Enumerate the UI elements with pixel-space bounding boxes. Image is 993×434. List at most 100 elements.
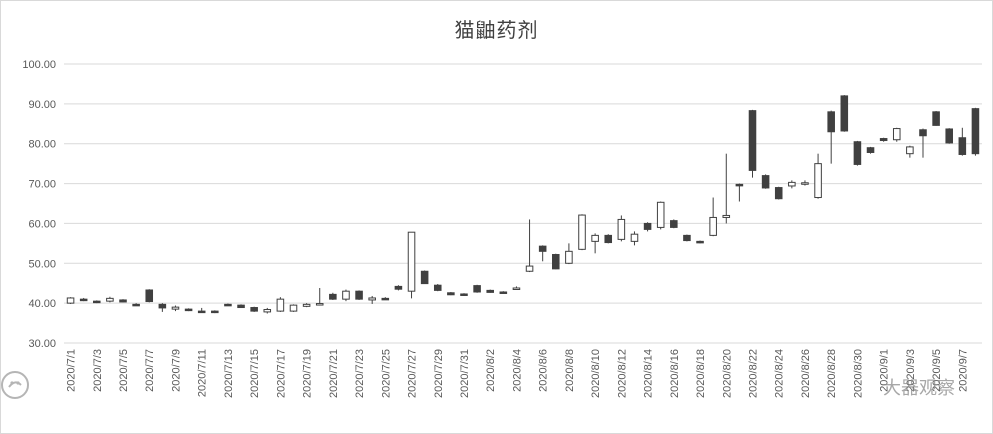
candle-body-down <box>552 254 560 270</box>
candle-body-down <box>145 289 154 303</box>
x-tick-label: 2020/8/30 <box>852 349 864 398</box>
x-tick-label: 2020/8/10 <box>590 349 602 398</box>
candle-body-down <box>158 303 167 309</box>
candle-body-down <box>184 308 193 312</box>
x-tick-label: 2020/7/3 <box>92 349 104 392</box>
candle-body-down <box>866 147 875 153</box>
x-tick-label: 2020/7/21 <box>328 349 340 398</box>
x-tick-label: 2020/7/13 <box>223 349 235 398</box>
x-tick-label: 2020/8/18 <box>695 349 707 398</box>
candle-body-down <box>499 291 508 294</box>
x-tick-label: 2020/8/12 <box>616 349 628 398</box>
x-tick-label: 2020/8/8 <box>564 349 576 392</box>
candle-body-down <box>329 293 337 300</box>
x-tick-label: 2020/9/7 <box>957 349 969 392</box>
candle-body-up <box>892 128 901 141</box>
candle-body-up <box>525 265 534 272</box>
x-tick-label: 2020/7/27 <box>407 349 419 398</box>
candle-body-down <box>381 297 390 301</box>
y-tick-label: 90.00 <box>28 99 56 111</box>
y-tick-label: 30.00 <box>28 338 56 350</box>
x-tick-label: 2020/7/9 <box>170 349 182 392</box>
candle-body-up <box>276 298 285 312</box>
candle-body-down <box>538 245 547 252</box>
x-tick-label: 2020/7/11 <box>197 349 209 397</box>
candle-body-down <box>604 234 613 244</box>
candle-body-down <box>211 310 219 314</box>
candle-body-down <box>420 270 429 285</box>
candle-body-up <box>512 287 521 290</box>
candle-body-up <box>171 306 180 310</box>
candle-body-down <box>853 141 862 165</box>
candle-body-down <box>355 290 363 300</box>
x-tick-label: 2020/7/31 <box>459 349 471 398</box>
candle-body-down <box>433 284 442 291</box>
candle-body-up <box>656 201 665 228</box>
y-tick-label: 40.00 <box>28 298 56 310</box>
x-tick-label: 2020/9/3 <box>905 349 917 392</box>
candle-body-up <box>66 297 75 304</box>
y-tick-label: 70.00 <box>28 179 56 191</box>
x-tick-label: 2020/7/19 <box>302 349 314 398</box>
x-tick-label: 2020/8/24 <box>774 349 786 398</box>
candle-body-down <box>394 285 403 290</box>
candle-body-up <box>289 304 298 312</box>
candle-body-down <box>447 292 455 296</box>
candle-body-down <box>197 310 206 314</box>
candle-body-up <box>788 181 796 187</box>
candle-body-down <box>945 128 953 144</box>
x-tick-label: 2020/8/14 <box>643 349 655 398</box>
x-tick-label: 2020/7/17 <box>275 349 287 398</box>
x-tick-label: 2020/8/22 <box>748 349 760 398</box>
candle-body-down <box>486 289 494 293</box>
x-tick-label: 2020/7/25 <box>380 349 392 398</box>
candle-body-down <box>919 129 927 137</box>
x-tick-label: 2020/9/5 <box>931 349 943 392</box>
candle-body-down <box>827 111 835 133</box>
x-tick-label: 2020/7/1 <box>66 349 78 392</box>
x-tick-label: 2020/8/26 <box>800 349 812 398</box>
x-tick-label: 2020/8/2 <box>485 349 497 392</box>
candle-body-up <box>368 297 376 301</box>
candle-body-up <box>709 216 717 236</box>
y-tick-label: 100.00 <box>22 59 56 71</box>
x-tick-label: 2020/7/29 <box>433 349 445 398</box>
candle-body-up <box>801 182 809 185</box>
candle-body-down <box>93 300 101 304</box>
candle-body-down <box>761 175 770 189</box>
x-tick-label: 2020/9/1 <box>879 349 891 392</box>
candle-body-down <box>683 234 691 242</box>
candle-body-up <box>407 231 416 292</box>
candle-body-down <box>250 307 258 312</box>
candle-body-down <box>670 220 678 228</box>
candle-body-up <box>106 297 114 302</box>
x-tick-label: 2020/8/16 <box>669 349 681 398</box>
candle-body-up <box>906 146 914 155</box>
candle-body-down <box>224 303 232 307</box>
candle-body-down <box>748 110 757 171</box>
candle-body-up <box>722 214 731 218</box>
candle-body-down <box>79 298 88 302</box>
y-tick-label: 80.00 <box>28 139 56 151</box>
candle-body-down <box>132 303 140 307</box>
candle-body-down <box>460 293 468 296</box>
candle-body-down <box>840 95 849 132</box>
candle-body-down <box>696 240 704 244</box>
x-tick-label: 2020/8/4 <box>511 349 523 392</box>
candle-body-down <box>971 108 980 155</box>
wechat-logo-icon <box>1 371 29 399</box>
candle-body-up <box>591 234 599 242</box>
candle-body-up <box>263 309 272 313</box>
candle-body-up <box>578 214 586 250</box>
candle-body-up <box>302 303 311 307</box>
chart-title: 猫鼬药剂 <box>454 18 539 42</box>
x-tick-label: 2020/7/5 <box>118 349 130 392</box>
candle-body-up <box>617 218 626 240</box>
x-tick-label: 2020/8/28 <box>826 349 838 398</box>
candle-body-up <box>342 290 350 300</box>
y-tick-label: 50.00 <box>28 258 56 270</box>
candle-body-down <box>879 138 888 142</box>
y-tick-label: 60.00 <box>28 218 56 230</box>
